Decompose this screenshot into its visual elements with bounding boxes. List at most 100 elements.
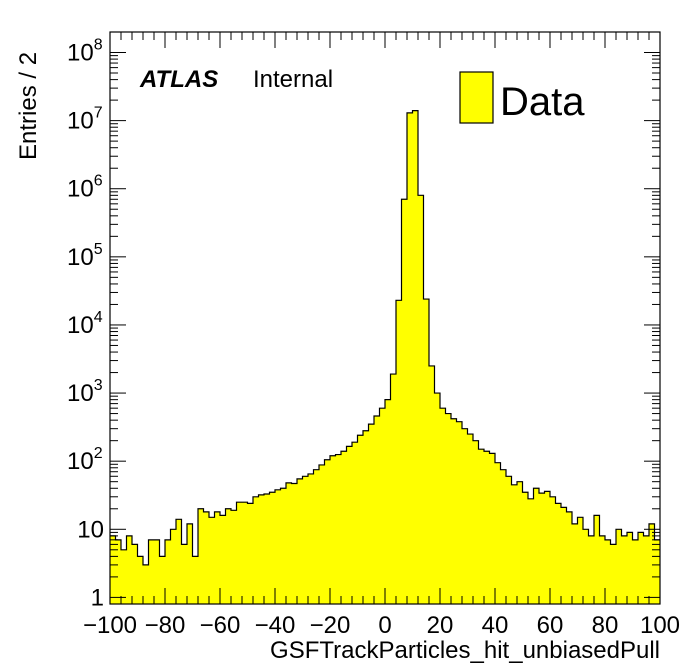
y-tick-label: 104 <box>67 309 103 339</box>
histogram-bar <box>385 399 391 604</box>
x-axis-label: GSFTrackParticles_hit_unbiasedPull <box>270 637 660 664</box>
x-tick-label: 0 <box>378 612 391 639</box>
histogram-bar <box>115 539 122 604</box>
histogram-bar <box>423 299 430 604</box>
histogram-bar <box>588 535 595 604</box>
histogram-bar <box>132 544 138 604</box>
histogram-bar <box>110 535 116 604</box>
histogram-bar <box>341 451 347 604</box>
histogram-bar <box>335 454 342 604</box>
histogram-bar <box>599 535 606 604</box>
histogram-bar <box>632 539 639 604</box>
histogram-bar <box>489 453 496 604</box>
y-tick-label: 10 <box>77 516 104 543</box>
histogram-bar <box>159 556 166 604</box>
histogram-bar <box>627 532 633 604</box>
histogram-bar <box>258 494 265 604</box>
histogram-bar <box>225 508 232 604</box>
histogram-bar <box>610 544 617 604</box>
histogram-bar <box>126 535 133 604</box>
histogram-bar <box>192 556 199 604</box>
histogram-bar <box>137 556 144 604</box>
histogram-bar <box>143 564 149 604</box>
x-tick-label: −20 <box>310 612 351 639</box>
plot-frame <box>109 31 661 605</box>
histogram-bar <box>478 449 485 604</box>
histogram-bar <box>456 421 463 604</box>
x-tick-label: 40 <box>482 612 509 639</box>
y-axis-label: Entries / 2 <box>15 52 42 160</box>
histogram-bar <box>280 488 287 604</box>
histogram-bar <box>638 532 644 604</box>
y-tick-label: 108 <box>67 37 103 67</box>
histogram-bar <box>572 523 578 604</box>
bars-layer <box>110 110 661 604</box>
x-tick-label: 100 <box>640 612 680 639</box>
histogram-bar <box>528 498 534 604</box>
histogram-bar <box>583 529 589 604</box>
histogram-bar <box>500 469 507 604</box>
histogram-bar <box>247 503 254 604</box>
histogram-bar <box>368 424 375 604</box>
x-tick-label: 60 <box>537 612 564 639</box>
histogram-bar <box>649 523 655 604</box>
y-tick-label: 105 <box>67 241 103 271</box>
histogram-bar <box>473 440 479 604</box>
legend-label-data: Data <box>500 80 585 124</box>
histogram-bar <box>390 374 397 604</box>
histogram-bar <box>434 393 441 604</box>
y-tick-label: 106 <box>67 173 103 203</box>
x-tick-label: −80 <box>145 612 186 639</box>
histogram-bar <box>396 300 402 604</box>
histogram-bar <box>522 492 529 604</box>
y-tick-label: 1 <box>91 584 104 611</box>
histogram-bar <box>643 535 650 604</box>
histogram-bar <box>231 510 237 604</box>
x-tick-label: −60 <box>200 612 241 639</box>
histogram-bar <box>121 549 127 604</box>
histogram-bar <box>363 430 369 604</box>
tick-labels-layer: −100 −80 −60 −40 −20 0 20 40 60 80 100 1 10 102 103 104… <box>67 37 680 640</box>
histogram-bar <box>495 462 501 604</box>
histogram-bar <box>484 451 490 604</box>
histogram-bar <box>533 488 540 604</box>
histogram-bar <box>242 502 248 604</box>
histogram-bar <box>517 481 523 604</box>
histogram-bar <box>297 478 303 604</box>
histogram-bar <box>594 515 600 604</box>
histogram-bar <box>374 416 380 604</box>
histogram-bar <box>555 503 562 604</box>
histogram-bar <box>352 442 358 604</box>
x-tick-label: 20 <box>427 612 454 639</box>
histogram-bar <box>209 517 215 604</box>
histogram-bar <box>319 464 325 604</box>
histogram-bar <box>291 483 298 604</box>
y-tick-label: 103 <box>67 377 103 407</box>
histogram-bar <box>401 199 408 604</box>
legend-swatch-data <box>459 71 494 124</box>
x-tick-label: 80 <box>592 612 619 639</box>
histogram-bar <box>429 365 435 604</box>
atlas-sublabel: Internal <box>253 66 333 93</box>
histogram-bar <box>198 508 204 604</box>
histogram-bar <box>236 502 243 604</box>
x-tick-label: −100 <box>83 612 137 639</box>
histogram-bar <box>253 496 259 604</box>
histogram-bar <box>566 511 573 604</box>
histogram-bar <box>220 515 226 604</box>
histogram-bar <box>170 529 177 604</box>
histogram-bar <box>286 482 292 604</box>
histogram-bar <box>269 492 276 604</box>
histogram-bar <box>187 523 193 604</box>
histogram-bar <box>181 544 188 604</box>
histogram-bar <box>418 195 424 604</box>
histogram-bar <box>451 418 457 604</box>
histogram-bar <box>550 496 556 604</box>
histogram-bar <box>544 491 551 604</box>
histogram-bar <box>275 489 281 604</box>
histogram-bar <box>357 435 364 604</box>
histogram-bar <box>467 434 474 604</box>
atlas-label: ATLAS <box>139 66 218 93</box>
histogram-bar <box>176 519 182 604</box>
histogram-bar <box>313 469 320 604</box>
